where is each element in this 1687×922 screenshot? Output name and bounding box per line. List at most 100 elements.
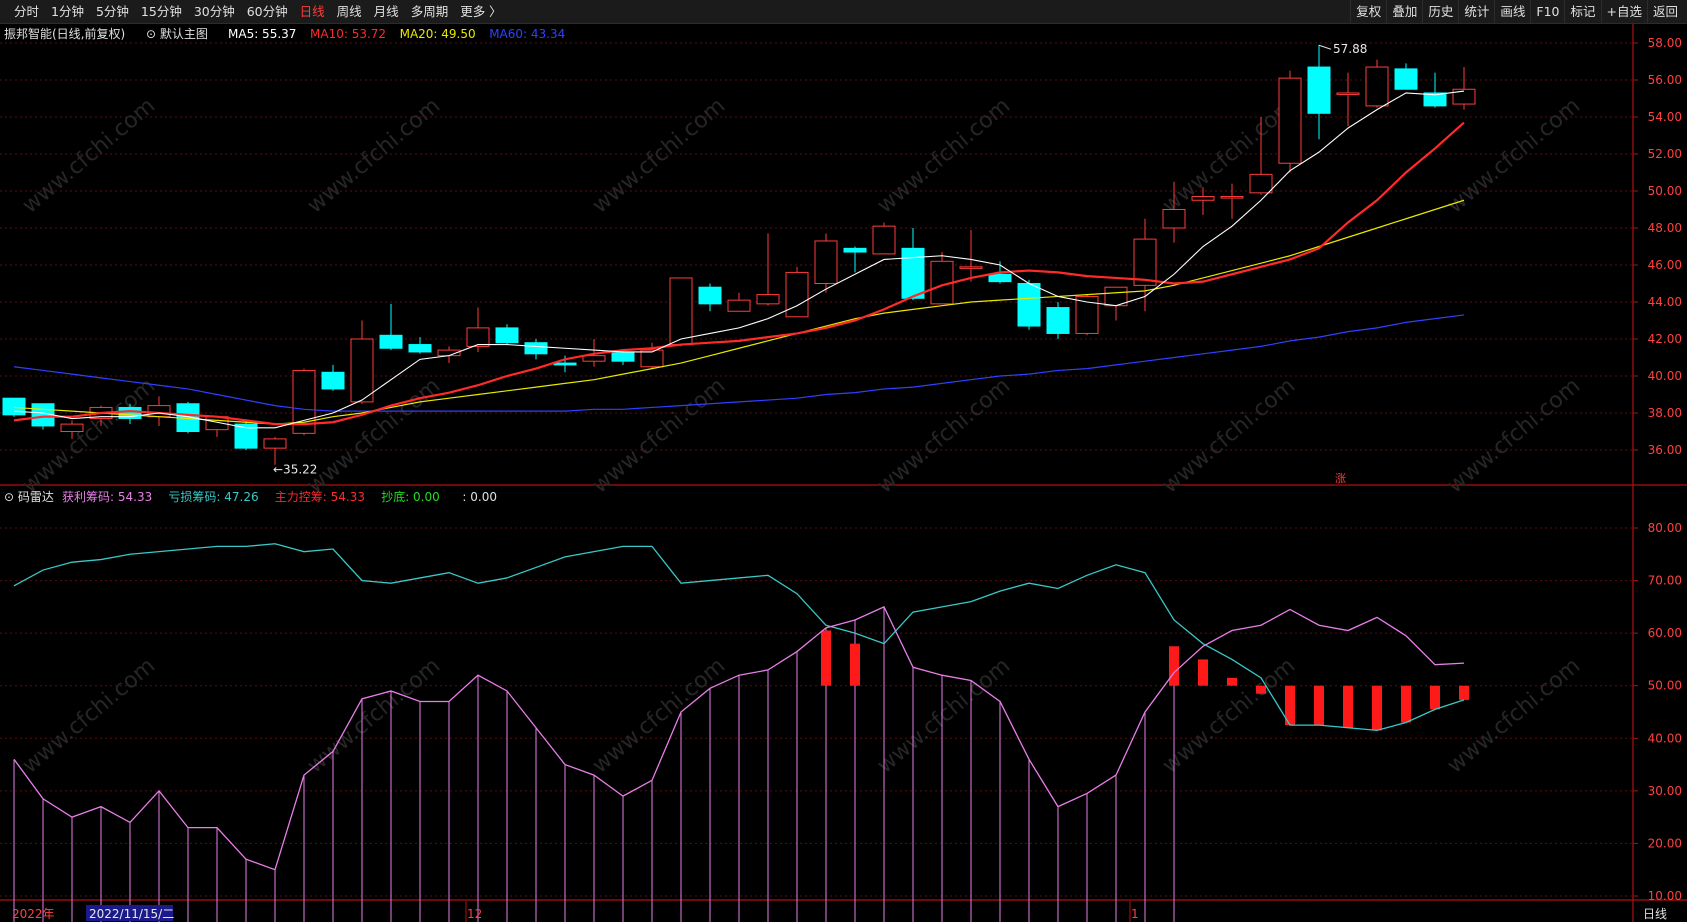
main-legend-ma-3: MA60: 43.34 — [489, 27, 565, 41]
sub-legend-title[interactable]: ⊙ 码雷达 — [4, 490, 54, 504]
toolbar-button-0[interactable]: 复权 — [1350, 0, 1386, 24]
watermark: www.cfchi.com — [1158, 653, 1300, 778]
main-y-tick-label: 56.00 — [1648, 73, 1682, 87]
candle-body[interactable] — [1278, 77, 1302, 164]
toolbar-button-8[interactable]: 返回 — [1646, 0, 1683, 24]
toolbar: 分时 1分钟 5分钟 15分钟 30分钟 60分钟 日线 周线 月线 多周期 更多 〉 复权 叠加 历史… — [0, 0, 1687, 24]
candle-body[interactable] — [263, 438, 287, 449]
main-y-tick-label: 50.00 — [1648, 184, 1682, 198]
period-tab-8[interactable]: 月线 — [373, 4, 399, 19]
candle-body[interactable] — [1075, 295, 1099, 334]
toolbar-button-7[interactable]: +自选 — [1600, 0, 1647, 24]
watermark: www.cfchi.com — [18, 93, 160, 218]
candle-body[interactable] — [698, 286, 722, 305]
candle-body[interactable] — [118, 406, 142, 420]
candle-body[interactable] — [234, 423, 258, 449]
main-legend-template[interactable]: ⊙ 默认主图 — [146, 26, 208, 41]
candle-body[interactable] — [843, 247, 867, 253]
candle-body[interactable] — [756, 294, 780, 305]
candle-body[interactable] — [814, 240, 838, 284]
x-period-label[interactable]: 日线 — [1643, 907, 1667, 921]
candle-body[interactable] — [1249, 173, 1273, 194]
toolbar-button-1[interactable]: 叠加 — [1386, 0, 1422, 24]
candle-body[interactable] — [901, 247, 925, 299]
main-y-tick-label: 44.00 — [1648, 295, 1682, 309]
control-bar — [1372, 685, 1382, 731]
control-bar — [1227, 677, 1237, 686]
candle-body[interactable] — [1336, 92, 1360, 95]
candle-body[interactable] — [1017, 283, 1041, 327]
period-tab-4[interactable]: 30分钟 — [193, 4, 235, 19]
period-tab-1[interactable]: 1分钟 — [51, 4, 84, 19]
candle-body[interactable] — [872, 225, 896, 255]
candle-body[interactable] — [1133, 238, 1157, 286]
watermark: www.cfchi.com — [303, 653, 445, 778]
period-tab-5[interactable]: 60分钟 — [246, 4, 288, 19]
period-tab-0[interactable]: 分时 — [14, 4, 40, 19]
sub-y-tick-label: 20.00 — [1648, 836, 1682, 850]
control-bar — [1285, 685, 1295, 726]
candle-body[interactable] — [1162, 209, 1186, 229]
period-tab-10[interactable]: 更多 〉 — [460, 4, 502, 19]
main-y-tick-label: 36.00 — [1648, 443, 1682, 457]
high-arrow — [1318, 44, 1332, 50]
toolbar-button-3[interactable]: 统计 — [1458, 0, 1494, 24]
candle-body[interactable] — [1191, 196, 1215, 201]
candle-body[interactable] — [1423, 92, 1447, 107]
candle-body[interactable] — [408, 344, 432, 353]
toolbar-button-4[interactable]: 画线 — [1494, 0, 1530, 24]
sub-legend-item-0: 获利筹码: 54.33 — [62, 490, 152, 504]
x-label-date: 2022/11/15/二 — [89, 907, 174, 921]
period-tab-2[interactable]: 5分钟 — [95, 4, 129, 19]
control-bar — [1314, 685, 1324, 726]
candle-body[interactable] — [147, 405, 171, 418]
candle-body[interactable] — [2, 397, 26, 416]
main-y-tick-label: 48.00 — [1648, 221, 1682, 235]
candle-body[interactable] — [466, 327, 490, 347]
toolbar-button-6[interactable]: 标记 — [1564, 0, 1600, 24]
toolbar-button-2[interactable]: 历史 — [1422, 0, 1458, 24]
period-tab-3[interactable]: 15分钟 — [140, 4, 182, 19]
sub-legend-item-3: 抄底: 0.00 — [381, 489, 440, 504]
candle-body[interactable] — [495, 327, 519, 344]
candle-body[interactable] — [1220, 196, 1244, 199]
control-bar — [1430, 685, 1440, 710]
period-tab-7[interactable]: 周线 — [336, 4, 362, 19]
candle-body[interactable] — [727, 299, 751, 312]
candle-body[interactable] — [1394, 68, 1418, 90]
x-label-month-1: 1 — [1131, 907, 1139, 921]
sub-y-tick-label: 10.00 — [1648, 889, 1682, 903]
candle-body[interactable] — [582, 355, 606, 362]
candle-body[interactable] — [1452, 88, 1476, 105]
candle-body[interactable] — [640, 349, 664, 368]
low-label: ←35.22 — [273, 462, 317, 476]
main-y-tick-label: 40.00 — [1648, 369, 1682, 383]
watermark: www.cfchi.com — [873, 653, 1015, 778]
candle-body[interactable] — [60, 423, 84, 433]
candle-body[interactable] — [1046, 307, 1070, 334]
candle-body[interactable] — [611, 351, 635, 362]
kline-chart[interactable]: 58.00 56.00 54.00 52.00 50.00 48.00 46.00 44.00… — [0, 24, 1687, 922]
candle-body[interactable] — [524, 342, 548, 355]
sub-legend-item-1: 亏损筹码: 47.26 — [168, 490, 258, 504]
watermark: www.cfchi.com — [1443, 93, 1585, 218]
zhang-marker: 涨 — [1335, 472, 1346, 485]
candle-body[interactable] — [292, 369, 316, 434]
candle-body[interactable] — [350, 338, 374, 403]
candle-body[interactable] — [321, 371, 345, 390]
toolbar-button-5[interactable]: F10 — [1530, 0, 1564, 24]
period-tab-9[interactable]: 多周期 — [410, 4, 449, 19]
sub-y-tick-label: 30.00 — [1648, 784, 1682, 798]
loss-line — [13, 543, 1465, 732]
period-tabs: 分时 1分钟 5分钟 15分钟 30分钟 60分钟 日线 周线 月线 多周期 更多 〉 — [8, 0, 508, 24]
candle-body[interactable] — [785, 271, 809, 318]
candle-body[interactable] — [959, 266, 983, 269]
candle-body[interactable] — [379, 334, 403, 349]
control-bar — [850, 643, 860, 686]
period-tab-6[interactable]: 日线 — [299, 4, 325, 19]
candle-body[interactable] — [553, 362, 577, 366]
candle-body[interactable] — [1307, 66, 1331, 114]
candle-body[interactable] — [669, 277, 693, 346]
candle-body[interactable] — [988, 273, 1012, 283]
candle-body[interactable] — [1365, 66, 1389, 107]
